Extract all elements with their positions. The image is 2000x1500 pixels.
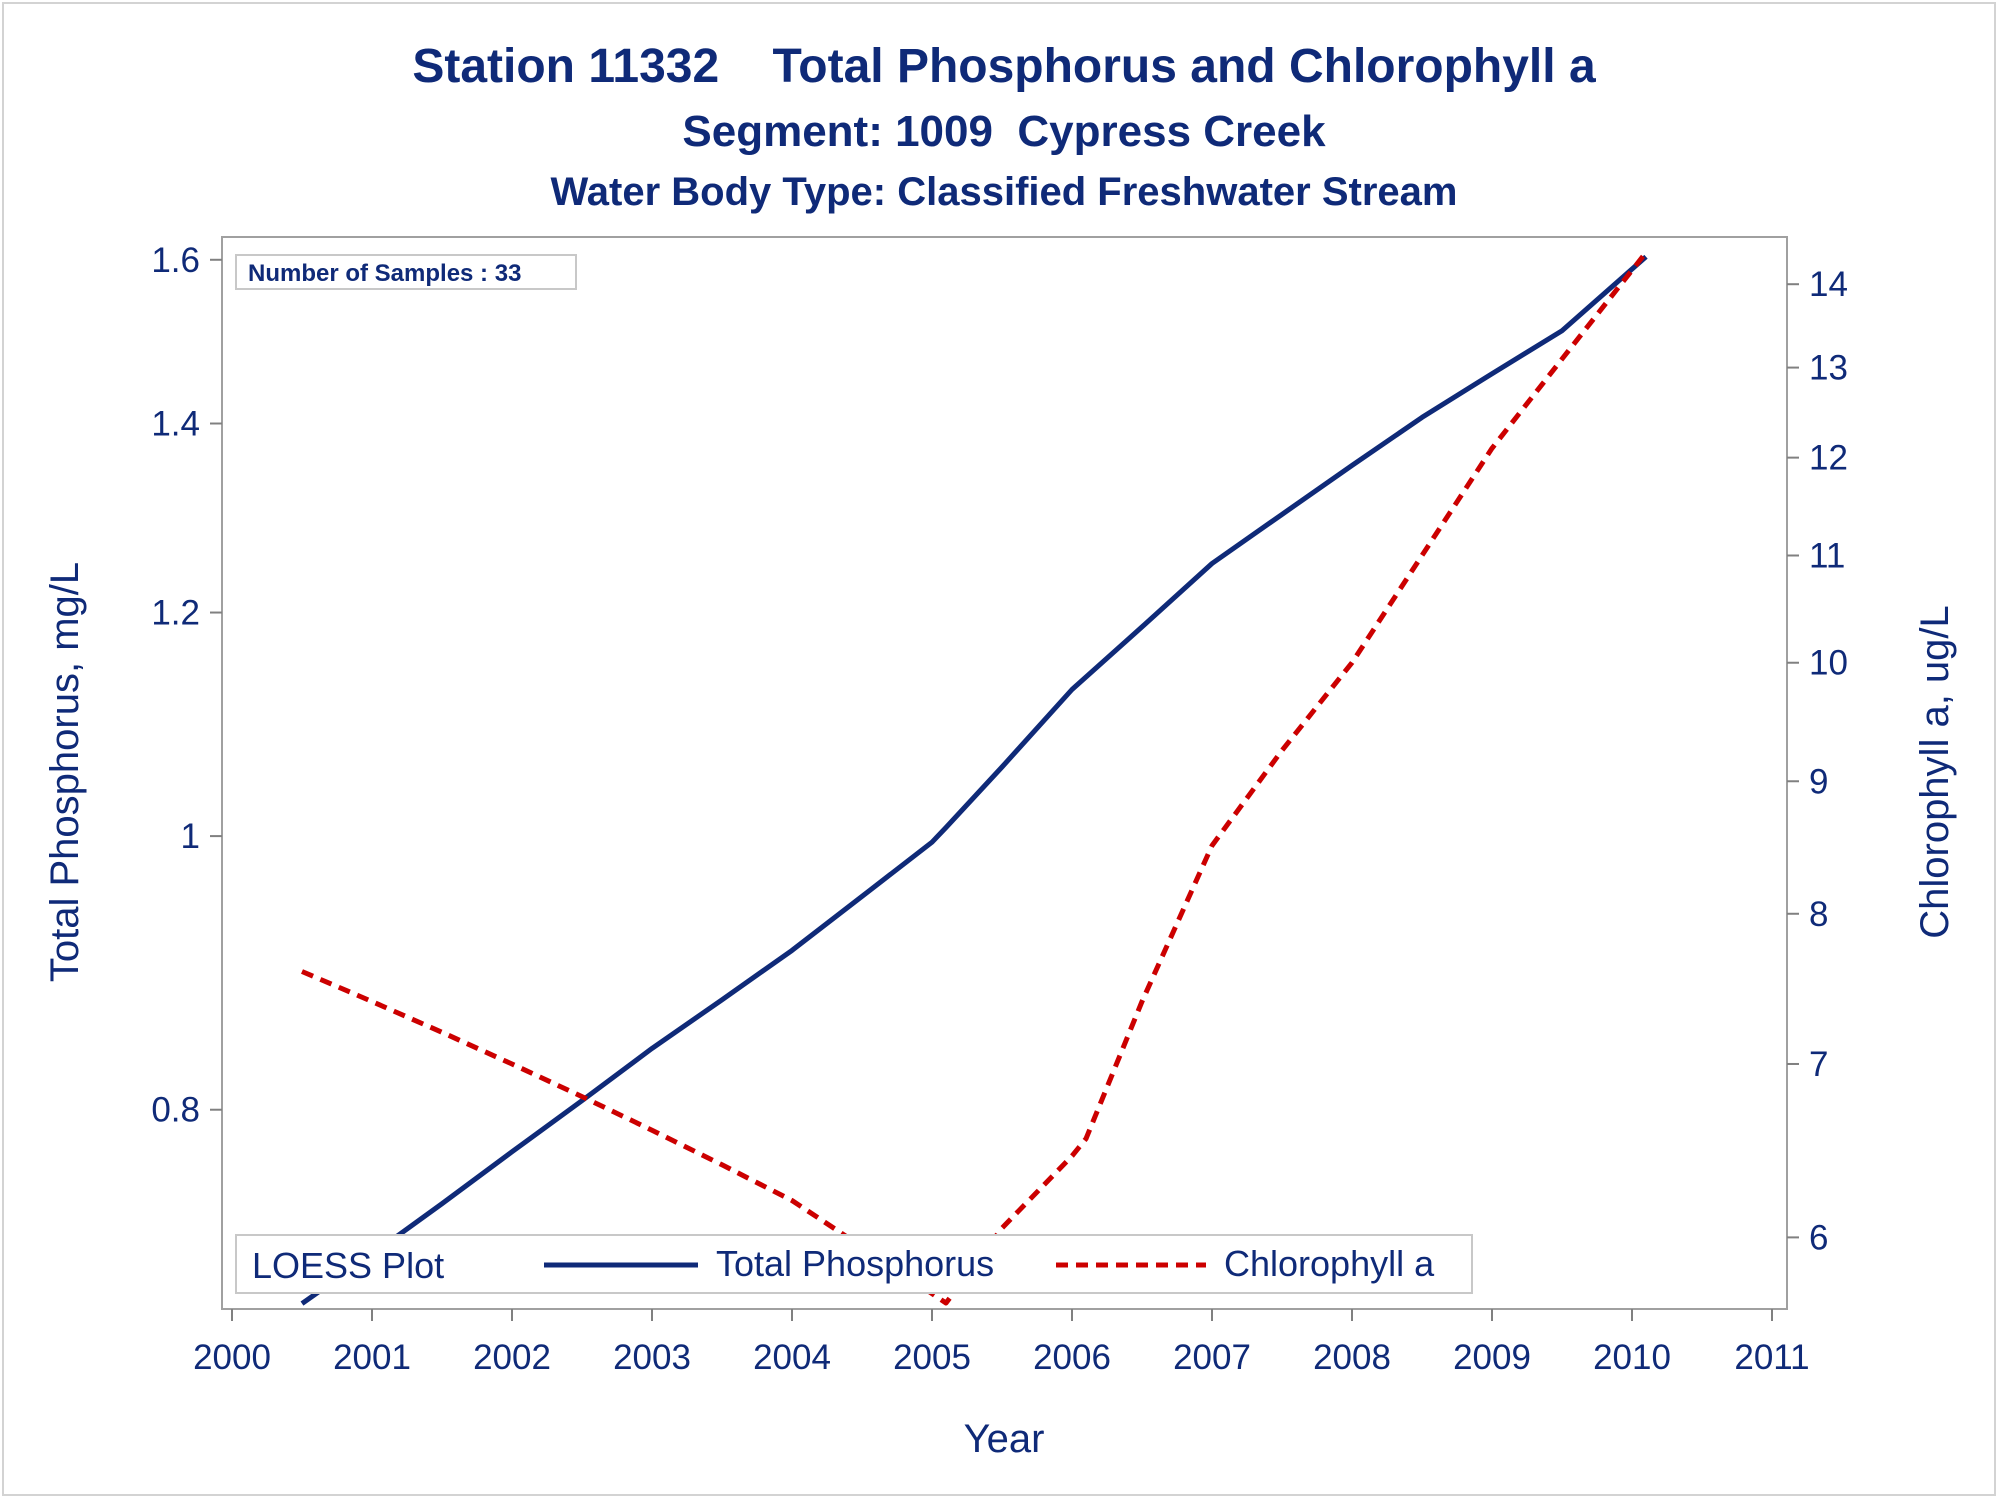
x-tick-label: 2002 (473, 1338, 551, 1377)
y-right-tick-label: 13 (1809, 349, 1848, 388)
y-axis-right-ticks: 6 7 8 9 10 11 12 13 14 (1787, 265, 1848, 1257)
x-tick-label: 2003 (613, 1338, 691, 1377)
x-tick-label: 2010 (1593, 1338, 1671, 1377)
y-right-tick-label: 6 (1809, 1218, 1828, 1257)
x-tick-label: 2011 (1734, 1338, 1809, 1377)
x-axis-label: Year (964, 1417, 1045, 1461)
y-left-tick-label: 1 (181, 817, 200, 856)
y-left-tick-label: 1.2 (151, 594, 200, 633)
legend-label-chlorophyll-a: Chlorophyll a (1224, 1243, 1435, 1284)
annotation-box (235, 254, 577, 290)
y-right-tick-label: 12 (1809, 439, 1848, 478)
x-tick-label: 2008 (1313, 1338, 1391, 1377)
y-right-tick-label: 9 (1809, 762, 1828, 801)
series-group (300, 250, 1648, 1306)
y-left-tick-label: 1.6 (151, 241, 200, 280)
y-right-tick-label: 14 (1809, 265, 1848, 304)
x-tick-label: 2001 (333, 1338, 411, 1377)
series-line-chlorophyll-a (301, 250, 1648, 1306)
series-line-total-phosphorus (300, 254, 1648, 1306)
y-right-tick-label: 11 (1809, 537, 1845, 576)
chart-title: Station 11332 Total Phosphorus and Chlor… (412, 40, 1596, 93)
chart-subtitle-2: Water Body Type: Classified Freshwater S… (551, 170, 1458, 214)
x-tick-label: 2004 (753, 1338, 831, 1377)
plot-area (221, 236, 1788, 1310)
x-tick-label: 2007 (1173, 1338, 1251, 1377)
legend-label-total-phosphorus: Total Phosphorus (716, 1243, 994, 1284)
chart-subtitle: Segment: 1009 Cypress Creek (682, 107, 1326, 156)
y-axis-left-ticks: 0.8 1 1.2 1.4 1.6 (151, 241, 222, 1130)
y-left-tick-label: 1.4 (151, 405, 200, 444)
y-right-tick-label: 8 (1809, 895, 1828, 934)
y-right-tick-label: 10 (1809, 644, 1848, 683)
y-axis-left-label: Total Phosphorus, mg/L (43, 562, 87, 982)
legend-title: LOESS Plot (252, 1245, 444, 1286)
x-tick-label: 2009 (1453, 1338, 1531, 1377)
y-axis-right-label: Chlorophyll a, ug/L (1913, 605, 1957, 939)
x-axis-ticks: 2000 2001 2002 2003 2004 2005 2006 2007 2008 2009… (193, 1309, 1810, 1377)
x-tick-label: 2000 (193, 1338, 271, 1377)
x-tick-label: 2005 (893, 1338, 971, 1377)
x-tick-label: 2006 (1033, 1338, 1111, 1377)
y-right-tick-label: 7 (1809, 1045, 1828, 1084)
y-left-tick-label: 0.8 (151, 1091, 200, 1130)
legend-box (235, 1234, 1473, 1294)
sample-count-annotation: Number of Samples : 33 (248, 260, 521, 287)
